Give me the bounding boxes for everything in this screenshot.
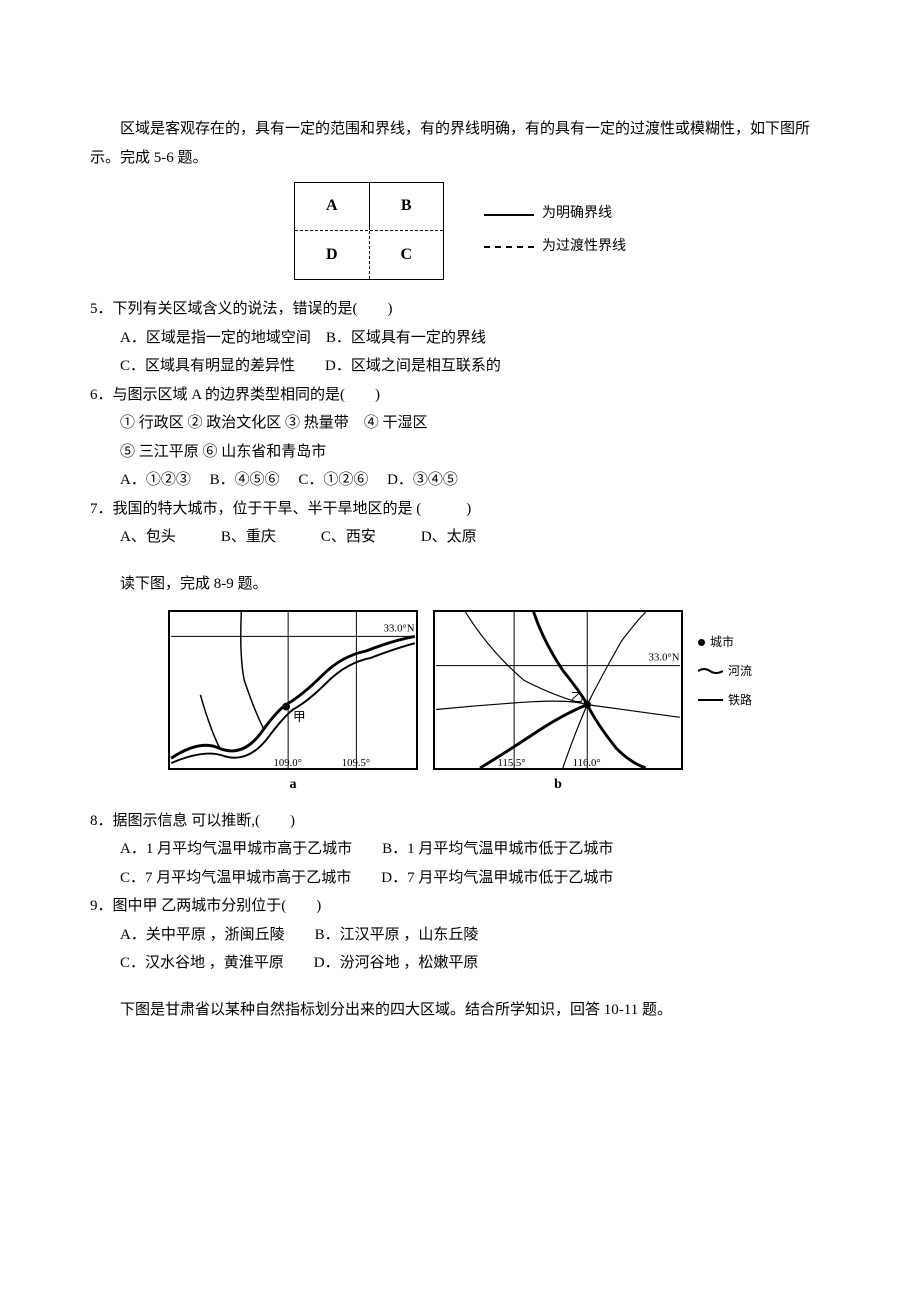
map-figures: 甲 33.0°N 109.0° 109.5° a 乙 33.0°N <box>90 610 830 799</box>
intro-10-11: 下图是甘肃省以某种自然指标划分出来的四大区域。结合所学知识，回答 10-11 题… <box>90 996 830 1025</box>
cell-c: C <box>370 231 444 279</box>
rail-line-icon <box>698 699 723 701</box>
q6-items2: ⑤ 三江平原 ⑥ 山东省和青岛市 <box>120 438 830 467</box>
q8-row2: C．7 月平均气温甲城市高于乙城市 D．7 月平均气温甲城市低于乙城市 <box>120 864 830 893</box>
q5-stem: 5．下列有关区域含义的说法，错误的是( ) <box>90 295 830 324</box>
map-a-caption: a <box>168 772 418 799</box>
q6-items1: ① 行政区 ② 政治文化区 ③ 热量带 ④ 干湿区 <box>120 409 830 438</box>
q6-stem: 6．与图示区域 A 的边界类型相同的是( ) <box>90 381 830 410</box>
region-grid: A B D C <box>294 182 444 280</box>
q8-row1: A．1 月平均气温甲城市高于乙城市 B．1 月平均气温甲城市低于乙城市 <box>120 835 830 864</box>
region-diagram: A B D C 为明确界线 为过渡性界线 <box>90 182 830 280</box>
svg-text:33.0°N: 33.0°N <box>384 623 415 635</box>
legend-dash-text: 为过渡性界线 <box>542 234 626 261</box>
svg-text:甲: 甲 <box>293 710 306 724</box>
map-b: 乙 33.0°N 115.5° 116.0° b <box>433 610 683 799</box>
map-legend: 城市 河流 铁路 <box>698 625 752 717</box>
svg-text:乙: 乙 <box>571 691 584 705</box>
legend-solid-text: 为明确界线 <box>542 201 612 228</box>
q8-stem: 8．据图示信息 可以推断,( ) <box>90 807 830 836</box>
q7-opts: A、包头 B、重庆 C、西安 D、太原 <box>120 523 830 552</box>
solid-line-icon <box>484 214 534 216</box>
svg-text:109.5°: 109.5° <box>342 757 370 768</box>
city-dot-icon <box>698 639 705 646</box>
svg-text:109.0°: 109.0° <box>273 757 301 768</box>
intro-5-6: 区域是客观存在的，具有一定的范围和界线，有的界线明确，有的具有一定的过渡性或模糊… <box>90 115 830 172</box>
q6-opts: A．①②③ B．④⑤⑥ C．①②⑥ D．③④⑤ <box>120 466 830 495</box>
svg-text:115.5°: 115.5° <box>498 757 526 768</box>
svg-text:116.0°: 116.0° <box>573 757 601 768</box>
q9-row2: C．汉水谷地 ，黄淮平原 D．汾河谷地 ，松嫩平原 <box>120 949 830 978</box>
q7-stem: 7．我国的特大城市，位于干旱、半干旱地区的是 ( ) <box>90 495 830 524</box>
map-b-caption: b <box>433 772 683 799</box>
q5-row1: A．区域是指一定的地域空间 B．区域具有一定的界线 <box>120 324 830 353</box>
cell-b: B <box>370 183 444 230</box>
q9-stem: 9．图中甲 乙两城市分别位于( ) <box>90 892 830 921</box>
cell-a: A <box>295 183 370 230</box>
river-line-icon <box>698 666 723 676</box>
q5-row2: C．区域具有明显的差异性 D．区域之间是相互联系的 <box>120 352 830 381</box>
dash-line-icon <box>484 246 534 248</box>
svg-text:33.0°N: 33.0°N <box>649 652 680 664</box>
q9-row1: A．关中平原 ，浙闽丘陵 B．江汉平原 ，山东丘陵 <box>120 921 830 950</box>
diagram-legend: 为明确界线 为过渡性界线 <box>484 195 626 266</box>
intro-8-9: 读下图，完成 8-9 题。 <box>90 570 830 599</box>
map-a: 甲 33.0°N 109.0° 109.5° a <box>168 610 418 799</box>
cell-d: D <box>295 231 370 279</box>
